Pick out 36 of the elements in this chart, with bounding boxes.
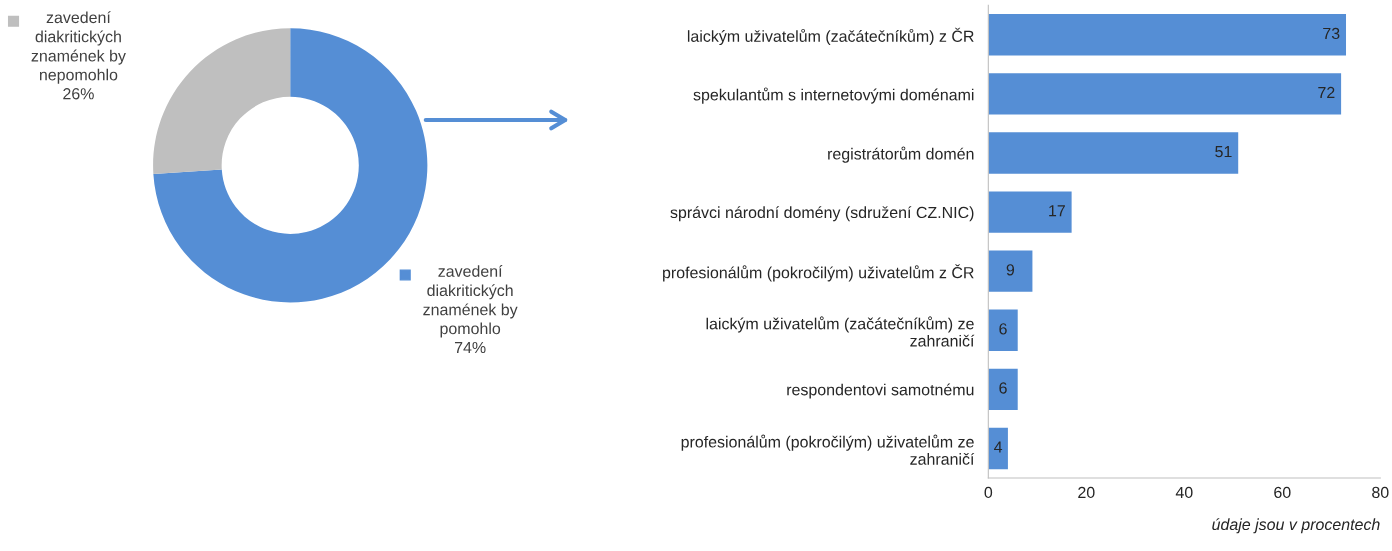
y-tick-label: registrátorům domén [828, 146, 974, 163]
y-tick-label: laickým uživatelům (začátečníkům) ze zahraničí [706, 316, 975, 347]
data-label: 26% [63, 88, 94, 100]
bar [988, 309, 1018, 351]
y-tick-label: spekulantům s internetovými doménami [693, 87, 974, 104]
y-tick-label: laickým uživatelům (začátečníkům) z ČR [687, 27, 974, 46]
donut-slice [153, 28, 291, 174]
bar [988, 191, 1072, 233]
legend-label: zavedení diakritických znamének by nepomohlo [31, 11, 126, 84]
data-label: 4 [994, 441, 1003, 453]
data-label: 6 [999, 382, 1007, 394]
text: údaje jsou v procentech [1212, 518, 1380, 534]
x-tick-label: 80 [1372, 486, 1389, 499]
data-label: 17 [1049, 205, 1065, 217]
data-label: 51 [1215, 146, 1232, 158]
x-tick-label: 0 [984, 486, 993, 499]
data-label: 6 [999, 323, 1007, 335]
x-tick-label: 60 [1274, 486, 1291, 499]
bar [988, 427, 1008, 470]
y-tick-label: profesionálům (pokročilým) uživatelům ze zahraničí [681, 434, 975, 465]
y-tick-label: správci národní domény (sdružení CZ.NIC) [670, 206, 974, 222]
x-tick-label: 20 [1078, 486, 1095, 499]
bar [988, 368, 1018, 411]
bar [988, 132, 1239, 174]
data-label: 9 [1006, 264, 1015, 276]
data-label: 72 [1318, 86, 1335, 99]
y-tick-label: profesionálům (pokročilým) uživatelům z ČR [663, 264, 974, 282]
bar [988, 14, 1347, 56]
legend-label: zavedení diakritických znamének by pomohlo [423, 265, 518, 338]
x-tick-label: 40 [1175, 486, 1193, 499]
bar [988, 250, 1033, 292]
bar [988, 73, 1342, 115]
data-label: 74% [454, 341, 486, 354]
data-label: 73 [1323, 27, 1340, 40]
y-tick-label: respondentovi samotnému [787, 383, 974, 399]
donut-slice [153, 28, 428, 303]
